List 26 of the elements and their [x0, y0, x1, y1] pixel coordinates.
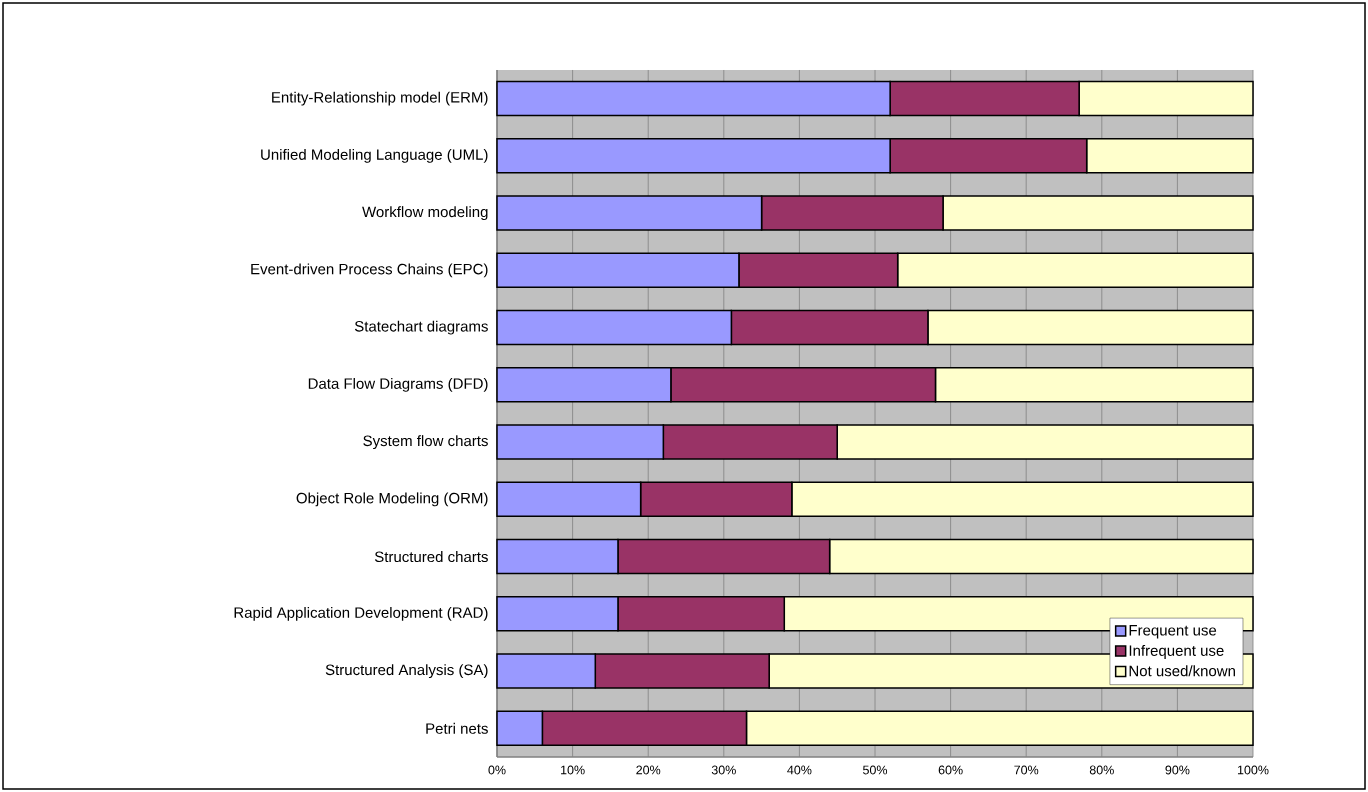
x-tick-label: 10% [561, 765, 585, 775]
x-tick-label: 40% [787, 765, 812, 775]
x-tick-label: 100% [1237, 765, 1269, 775]
y-tick-label: System flow charts [363, 435, 488, 450]
y-tick-label: Object Role Modeling (ORM) [296, 492, 488, 507]
x-tick-label: 50% [863, 765, 888, 775]
y-tick-label: Unified Modeling Language (UML) [261, 148, 488, 163]
y-tick-label: Structured Analysis (SA) [325, 664, 488, 679]
x-tick-label: 30% [711, 765, 736, 775]
x-tick-label: 20% [636, 765, 661, 775]
y-tick-label: Rapid Application Development (RAD) [234, 606, 488, 621]
y-tick-label: Statechart diagrams [354, 320, 488, 335]
y-tick-label: Petri nets [426, 722, 488, 734]
x-tick-label: 70% [1014, 765, 1039, 775]
y-tick-label: Data Flow Diagrams (DFD) [308, 377, 488, 392]
y-tick-label: Structured charts [374, 551, 488, 563]
legend-label: Frequent use [1129, 625, 1217, 639]
y-tick-label: Event-driven Process Chains (EPC) [251, 263, 488, 278]
legend-label: Not used/known [1129, 665, 1235, 677]
x-tick-label: 60% [938, 765, 963, 775]
x-tick-label: 80% [1089, 765, 1114, 775]
x-tick-label: 0% [488, 765, 506, 775]
x-tick-label: 90% [1165, 765, 1190, 775]
legend-label: Infrequent use [1129, 644, 1224, 659]
y-tick-label: Entity-Relationship model (ERM) [272, 91, 488, 106]
y-tick-label: Workflow modeling [362, 206, 488, 221]
